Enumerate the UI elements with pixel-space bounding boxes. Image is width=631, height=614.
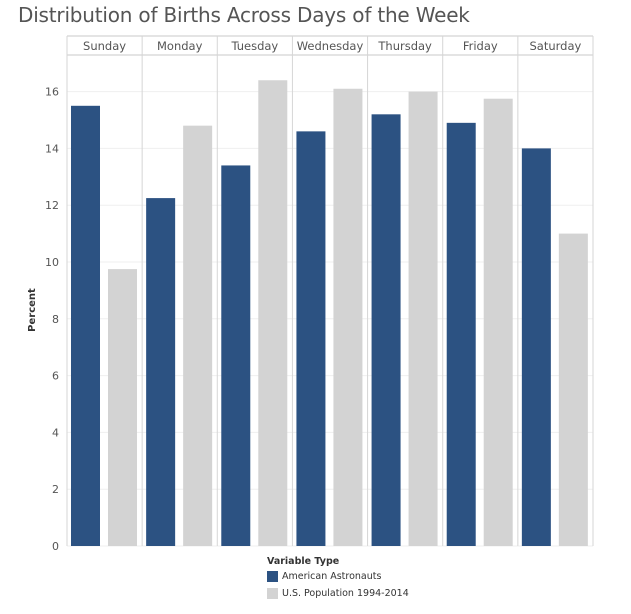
- category-header: Wednesday: [297, 39, 364, 53]
- bar: [296, 131, 326, 547]
- bar: [371, 114, 401, 546]
- bar: [258, 80, 288, 547]
- legend-swatch-astronauts: [267, 571, 278, 582]
- category-header: Thursday: [377, 39, 432, 53]
- bar: [108, 269, 137, 546]
- legend-swatch-us-population: [267, 588, 278, 599]
- legend-item-astronauts: American Astronauts: [267, 571, 381, 585]
- category-header: Sunday: [83, 39, 126, 53]
- bar: [221, 165, 251, 546]
- y-tick-label: 10: [45, 256, 59, 269]
- chart-title: Distribution of Births Across Days of th…: [18, 3, 470, 27]
- y-tick-label: 14: [45, 142, 59, 155]
- category-header: Saturday: [530, 39, 582, 53]
- category-header: Friday: [463, 39, 498, 53]
- bar-chart: 0 2 4 6 8 10 12 14 16 Sunday Monday Tuesday Wednesda…: [27, 35, 594, 553]
- y-tick-label: 2: [52, 483, 59, 496]
- y-tick-label: 16: [45, 86, 59, 99]
- legend-label-astronauts: American Astronauts: [282, 571, 382, 582]
- bar: [483, 98, 513, 546]
- legend-item-us-population: U.S. Population 1994-2014: [267, 588, 409, 602]
- y-tick-label: 8: [52, 313, 59, 326]
- y-tick-label: 6: [52, 370, 59, 383]
- y-tick-label: 0: [52, 540, 59, 553]
- bar: [71, 105, 100, 547]
- legend-label-us-population: U.S. Population 1994-2014: [282, 588, 409, 599]
- bar: [333, 88, 363, 546]
- category-header: Tuesday: [230, 39, 278, 53]
- y-axis-label: Percent: [27, 288, 38, 332]
- category-header: Monday: [157, 39, 203, 53]
- y-tick-label: 4: [52, 426, 59, 439]
- bar: [446, 122, 476, 546]
- bar: [521, 148, 551, 546]
- bar: [558, 233, 588, 546]
- bar: [146, 198, 176, 546]
- bar: [408, 91, 438, 546]
- y-tick-label: 12: [45, 199, 59, 212]
- bar: [183, 125, 213, 547]
- legend-title: Variable Type: [267, 556, 340, 567]
